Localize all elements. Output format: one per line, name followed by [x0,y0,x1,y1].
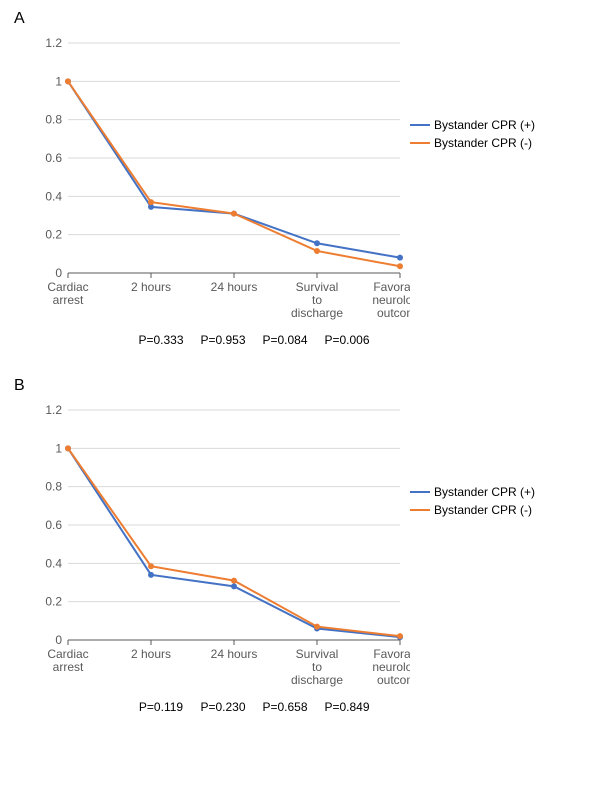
xtick-label: outcome [377,673,410,687]
xtick-label: 24 hours [211,280,258,294]
ytick-label: 1 [55,441,62,455]
ytick-label: 0.2 [45,228,62,242]
xtick-label: Favorable [373,280,410,294]
series-line [68,448,400,636]
series-marker [314,240,320,246]
p-value: P=0.658 [254,700,316,714]
legend-item: Bystander CPR (-) [410,503,535,517]
ytick-label: 0.4 [45,556,62,570]
xtick-label: 2 hours [131,280,171,294]
legend-swatch [410,509,430,511]
p-value: P=0.230 [192,700,254,714]
legend: Bystander CPR (+) Bystander CPR (-) [410,118,535,154]
legend-item: Bystander CPR (+) [410,118,535,132]
xtick-label: arrest [53,660,84,674]
series-line [68,81,400,266]
legend-item: Bystander CPR (-) [410,136,535,150]
xtick-label: 24 hours [211,647,258,661]
xtick-label: Cardiac [47,280,88,294]
series-marker [231,583,237,589]
xtick-label: 2 hours [131,647,171,661]
ytick-label: 1 [55,74,62,88]
chart-wrap: 0 0.2 0.4 0.6 0.8 1 1.2 Cardiacarrest 2 hours 24 … [10,395,587,700]
series-marker [397,263,403,269]
line-chart: 0 0.2 0.4 0.6 0.8 1 1.2 Cardiacarrest 2 hours 24 … [10,28,410,328]
panel-B: B 0 0.2 0.4 0.6 0.8 1 1.2 Cardiacarrest 2 hours 2… [10,377,587,714]
legend-label: Bystander CPR (-) [434,136,532,150]
p-value: P=0.333 [130,333,192,347]
ytick-label: 1.2 [45,36,62,50]
ytick-label: 0.6 [45,151,62,165]
series-marker [314,248,320,254]
xtick-label: discharge [291,306,343,320]
series-marker [231,211,237,217]
series-marker [397,255,403,261]
panel-label: B [10,377,587,395]
xtick-label: outcome [377,306,410,320]
series-marker [314,624,320,630]
series-marker [231,578,237,584]
legend-label: Bystander CPR (+) [434,485,535,499]
xtick-label: neurologic [372,660,410,674]
series-marker [148,563,154,569]
legend-item: Bystander CPR (+) [410,485,535,499]
ytick-label: 0.2 [45,595,62,609]
xtick-label: Survival [296,280,339,294]
ytick-label: 0.6 [45,518,62,532]
p-value: P=0.084 [254,333,316,347]
series-marker [148,199,154,205]
line-chart: 0 0.2 0.4 0.6 0.8 1 1.2 Cardiacarrest 2 hours 24 … [10,395,410,695]
panel-label: A [10,10,587,28]
legend-label: Bystander CPR (+) [434,118,535,132]
ytick-label: 0 [55,633,62,647]
xtick-label: neurologic [372,293,410,307]
series-marker [65,445,71,451]
ytick-label: 0.8 [45,480,62,494]
p-value: P=0.849 [316,700,378,714]
series-marker [148,572,154,578]
legend-label: Bystander CPR (-) [434,503,532,517]
xtick-label: discharge [291,673,343,687]
chart-block: 0 0.2 0.4 0.6 0.8 1 1.2 Cardiacarrest 2 hours 24 … [10,395,410,700]
legend: Bystander CPR (+) Bystander CPR (-) [410,485,535,521]
p-values-row: P=0.119P=0.230P=0.658P=0.849 [10,700,587,714]
ytick-label: 0.4 [45,189,62,203]
ytick-label: 0.8 [45,113,62,127]
series-marker [397,633,403,639]
xtick-label: arrest [53,293,84,307]
series-line [68,448,400,637]
xtick-label: Cardiac [47,647,88,661]
p-values-row: P=0.333P=0.953P=0.084P=0.006 [10,333,587,347]
legend-swatch [410,142,430,144]
chart-block: 0 0.2 0.4 0.6 0.8 1 1.2 Cardiacarrest 2 hours 24 … [10,28,410,333]
p-value: P=0.953 [192,333,254,347]
legend-swatch [410,124,430,126]
ytick-label: 1.2 [45,403,62,417]
legend-swatch [410,491,430,493]
xtick-label: to [312,660,322,674]
chart-wrap: 0 0.2 0.4 0.6 0.8 1 1.2 Cardiacarrest 2 hours 24 … [10,28,587,333]
series-line [68,81,400,257]
series-marker [65,78,71,84]
p-value: P=0.119 [130,700,192,714]
ytick-label: 0 [55,266,62,280]
p-value: P=0.006 [316,333,378,347]
panel-A: A 0 0.2 0.4 0.6 0.8 1 1.2 Cardiacarrest 2 hours 2… [10,10,587,347]
xtick-label: Survival [296,647,339,661]
xtick-label: to [312,293,322,307]
xtick-label: Favorable [373,647,410,661]
